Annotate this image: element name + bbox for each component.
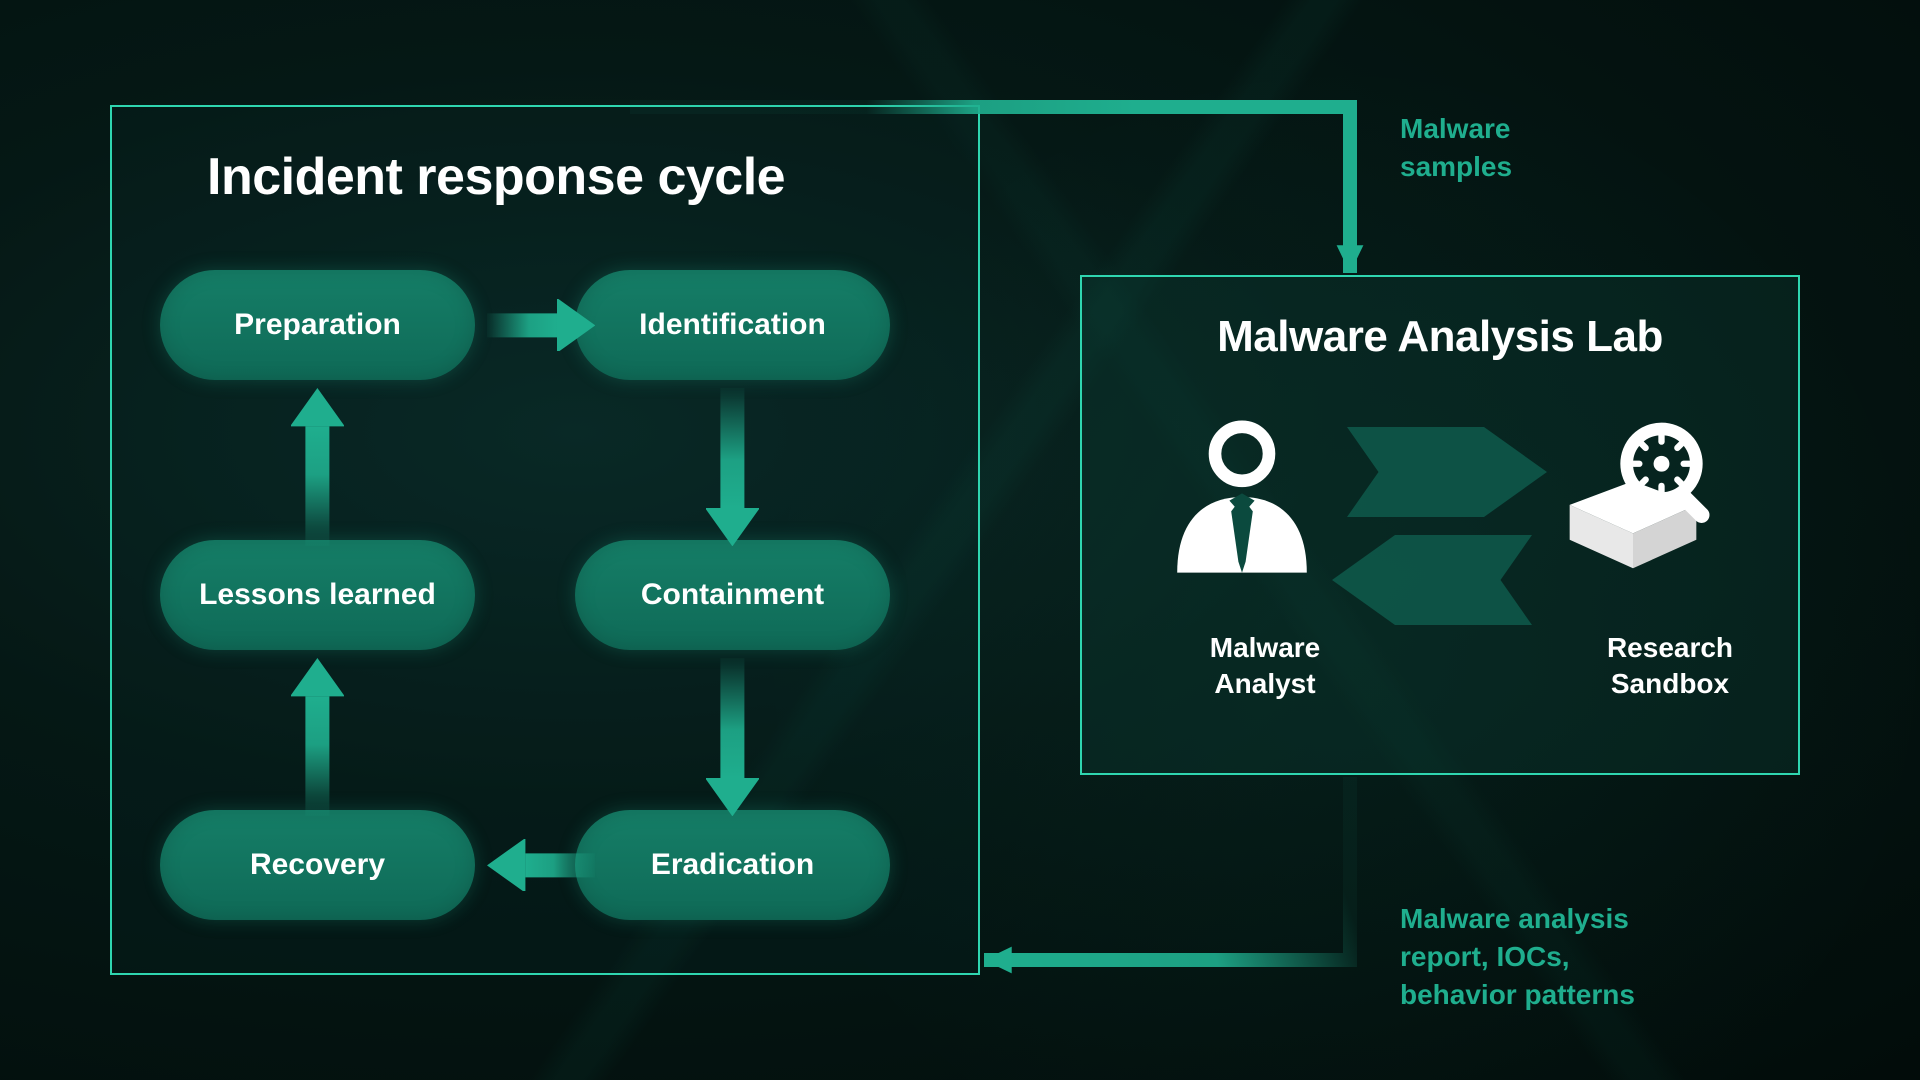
pill-label: Recovery xyxy=(250,848,385,882)
pill-preparation: Preparation xyxy=(160,270,475,380)
pill-containment: Containment xyxy=(575,540,890,650)
arrow-prep-to-ident xyxy=(487,299,595,352)
incident-response-title: Incident response cycle xyxy=(207,147,785,207)
analyst-icon xyxy=(1152,407,1332,587)
arrow-ident-to-contain xyxy=(706,388,759,546)
malware-lab-title: Malware Analysis Lab xyxy=(1082,312,1798,362)
pill-lessons-learned: Lessons learned xyxy=(160,540,475,650)
arrow-recovery-to-lessons xyxy=(291,658,344,816)
pill-label: Containment xyxy=(641,578,824,612)
pill-label: Eradication xyxy=(651,848,814,882)
arrow-lessons-to-prep xyxy=(291,388,344,546)
pill-identification: Identification xyxy=(575,270,890,380)
pill-label: Preparation xyxy=(234,308,401,342)
pill-eradication: Eradication xyxy=(575,810,890,920)
sandbox-icon xyxy=(1538,407,1728,587)
pill-label: Identification xyxy=(639,308,826,342)
flow-label-top: Malwaresamples xyxy=(1400,110,1512,186)
analyst-label: MalwareAnalyst xyxy=(1155,630,1375,703)
pill-recovery: Recovery xyxy=(160,810,475,920)
hex-arrow-left-icon xyxy=(1332,535,1532,625)
hex-arrow-right-icon xyxy=(1347,427,1547,517)
arrow-contain-to-erad xyxy=(706,658,759,816)
flow-label-bottom: Malware analysisreport, IOCs,behavior pa… xyxy=(1400,900,1635,1013)
pill-label: Lessons learned xyxy=(199,578,436,612)
sandbox-label: ResearchSandbox xyxy=(1560,630,1780,703)
arrow-erad-to-recovery xyxy=(487,839,595,892)
